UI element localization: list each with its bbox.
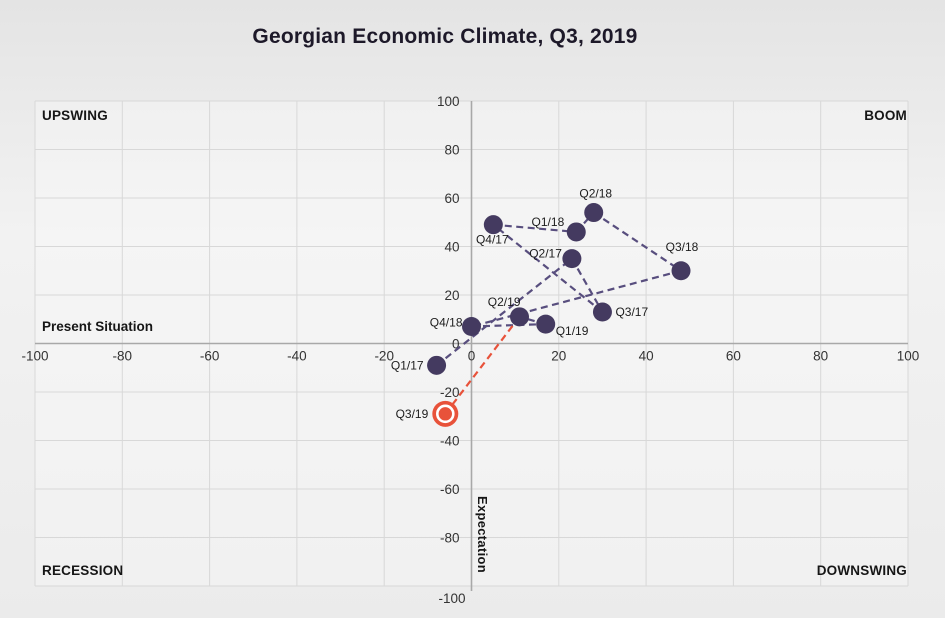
path-segment bbox=[492, 223, 604, 313]
point-label: Q2/18 bbox=[579, 187, 612, 201]
x-tick-label: -100 bbox=[21, 349, 48, 364]
point-label: Q1/19 bbox=[556, 324, 589, 338]
data-point bbox=[584, 203, 604, 223]
data-point bbox=[562, 249, 582, 269]
data-point bbox=[536, 314, 556, 334]
x-tick-label: -20 bbox=[374, 349, 394, 364]
point-label: Q3/17 bbox=[615, 305, 648, 319]
path-segment bbox=[493, 223, 577, 234]
data-point bbox=[427, 355, 447, 375]
quadrant-label-recession: RECESSION bbox=[42, 563, 124, 578]
point-label: Q3/18 bbox=[666, 240, 699, 254]
path-segment bbox=[570, 258, 604, 313]
point-label: Q2/19 bbox=[488, 295, 521, 309]
path-segment bbox=[471, 269, 682, 328]
y-tick-label: 40 bbox=[444, 240, 459, 255]
path-segment bbox=[471, 323, 546, 328]
y-tick-label: -40 bbox=[440, 434, 460, 449]
data-point bbox=[510, 307, 530, 327]
highlight-ring bbox=[436, 404, 455, 424]
x-tick-label: 100 bbox=[897, 349, 920, 364]
quadrant-label-boom: BOOM bbox=[864, 108, 907, 123]
y-tick-label: 100 bbox=[437, 94, 460, 109]
y-tick-label: 0 bbox=[452, 337, 460, 352]
x-tick-label: 0 bbox=[468, 349, 476, 364]
y-tick-label: 20 bbox=[444, 288, 459, 303]
x-tick-label: 60 bbox=[726, 349, 741, 364]
x-tick-label: 20 bbox=[551, 349, 566, 364]
data-point bbox=[462, 317, 481, 337]
point-label: Q2/17 bbox=[529, 247, 562, 261]
x-tick-label: -80 bbox=[113, 349, 133, 364]
y-axis-title: Expectation bbox=[475, 496, 490, 573]
path-segment bbox=[593, 211, 682, 272]
path-segment bbox=[435, 257, 573, 367]
chart-title: Georgian Economic Climate, Q3, 2019 bbox=[252, 25, 638, 48]
point-label: Q1/18 bbox=[532, 215, 565, 229]
x-tick-label: 80 bbox=[813, 349, 828, 364]
data-point bbox=[671, 261, 691, 281]
data-point bbox=[566, 222, 586, 242]
x-tick-label: -40 bbox=[287, 349, 307, 364]
path-segment-highlight bbox=[444, 316, 521, 415]
x-tick-label: -60 bbox=[200, 349, 220, 364]
y-tick-label: -100 bbox=[438, 591, 465, 606]
quadrant-label-downswing: DOWNSWING bbox=[816, 563, 907, 578]
y-tick-label: -60 bbox=[440, 482, 460, 497]
point-label: Q4/18 bbox=[430, 316, 463, 330]
x-axis-title: Present Situation bbox=[42, 319, 154, 334]
y-tick-label: -20 bbox=[440, 385, 460, 400]
data-point bbox=[592, 302, 612, 322]
data-point bbox=[483, 215, 503, 235]
quadrant-label-upswing: UPSWING bbox=[42, 108, 108, 123]
y-tick-label: 60 bbox=[444, 191, 459, 206]
x-tick-label: 40 bbox=[639, 349, 654, 364]
y-tick-label: 80 bbox=[444, 143, 459, 158]
point-label: Q4/17 bbox=[476, 233, 509, 247]
y-tick-label: -80 bbox=[440, 531, 460, 546]
point-label: Q3/19 bbox=[396, 407, 429, 421]
point-label: Q1/17 bbox=[391, 358, 424, 372]
